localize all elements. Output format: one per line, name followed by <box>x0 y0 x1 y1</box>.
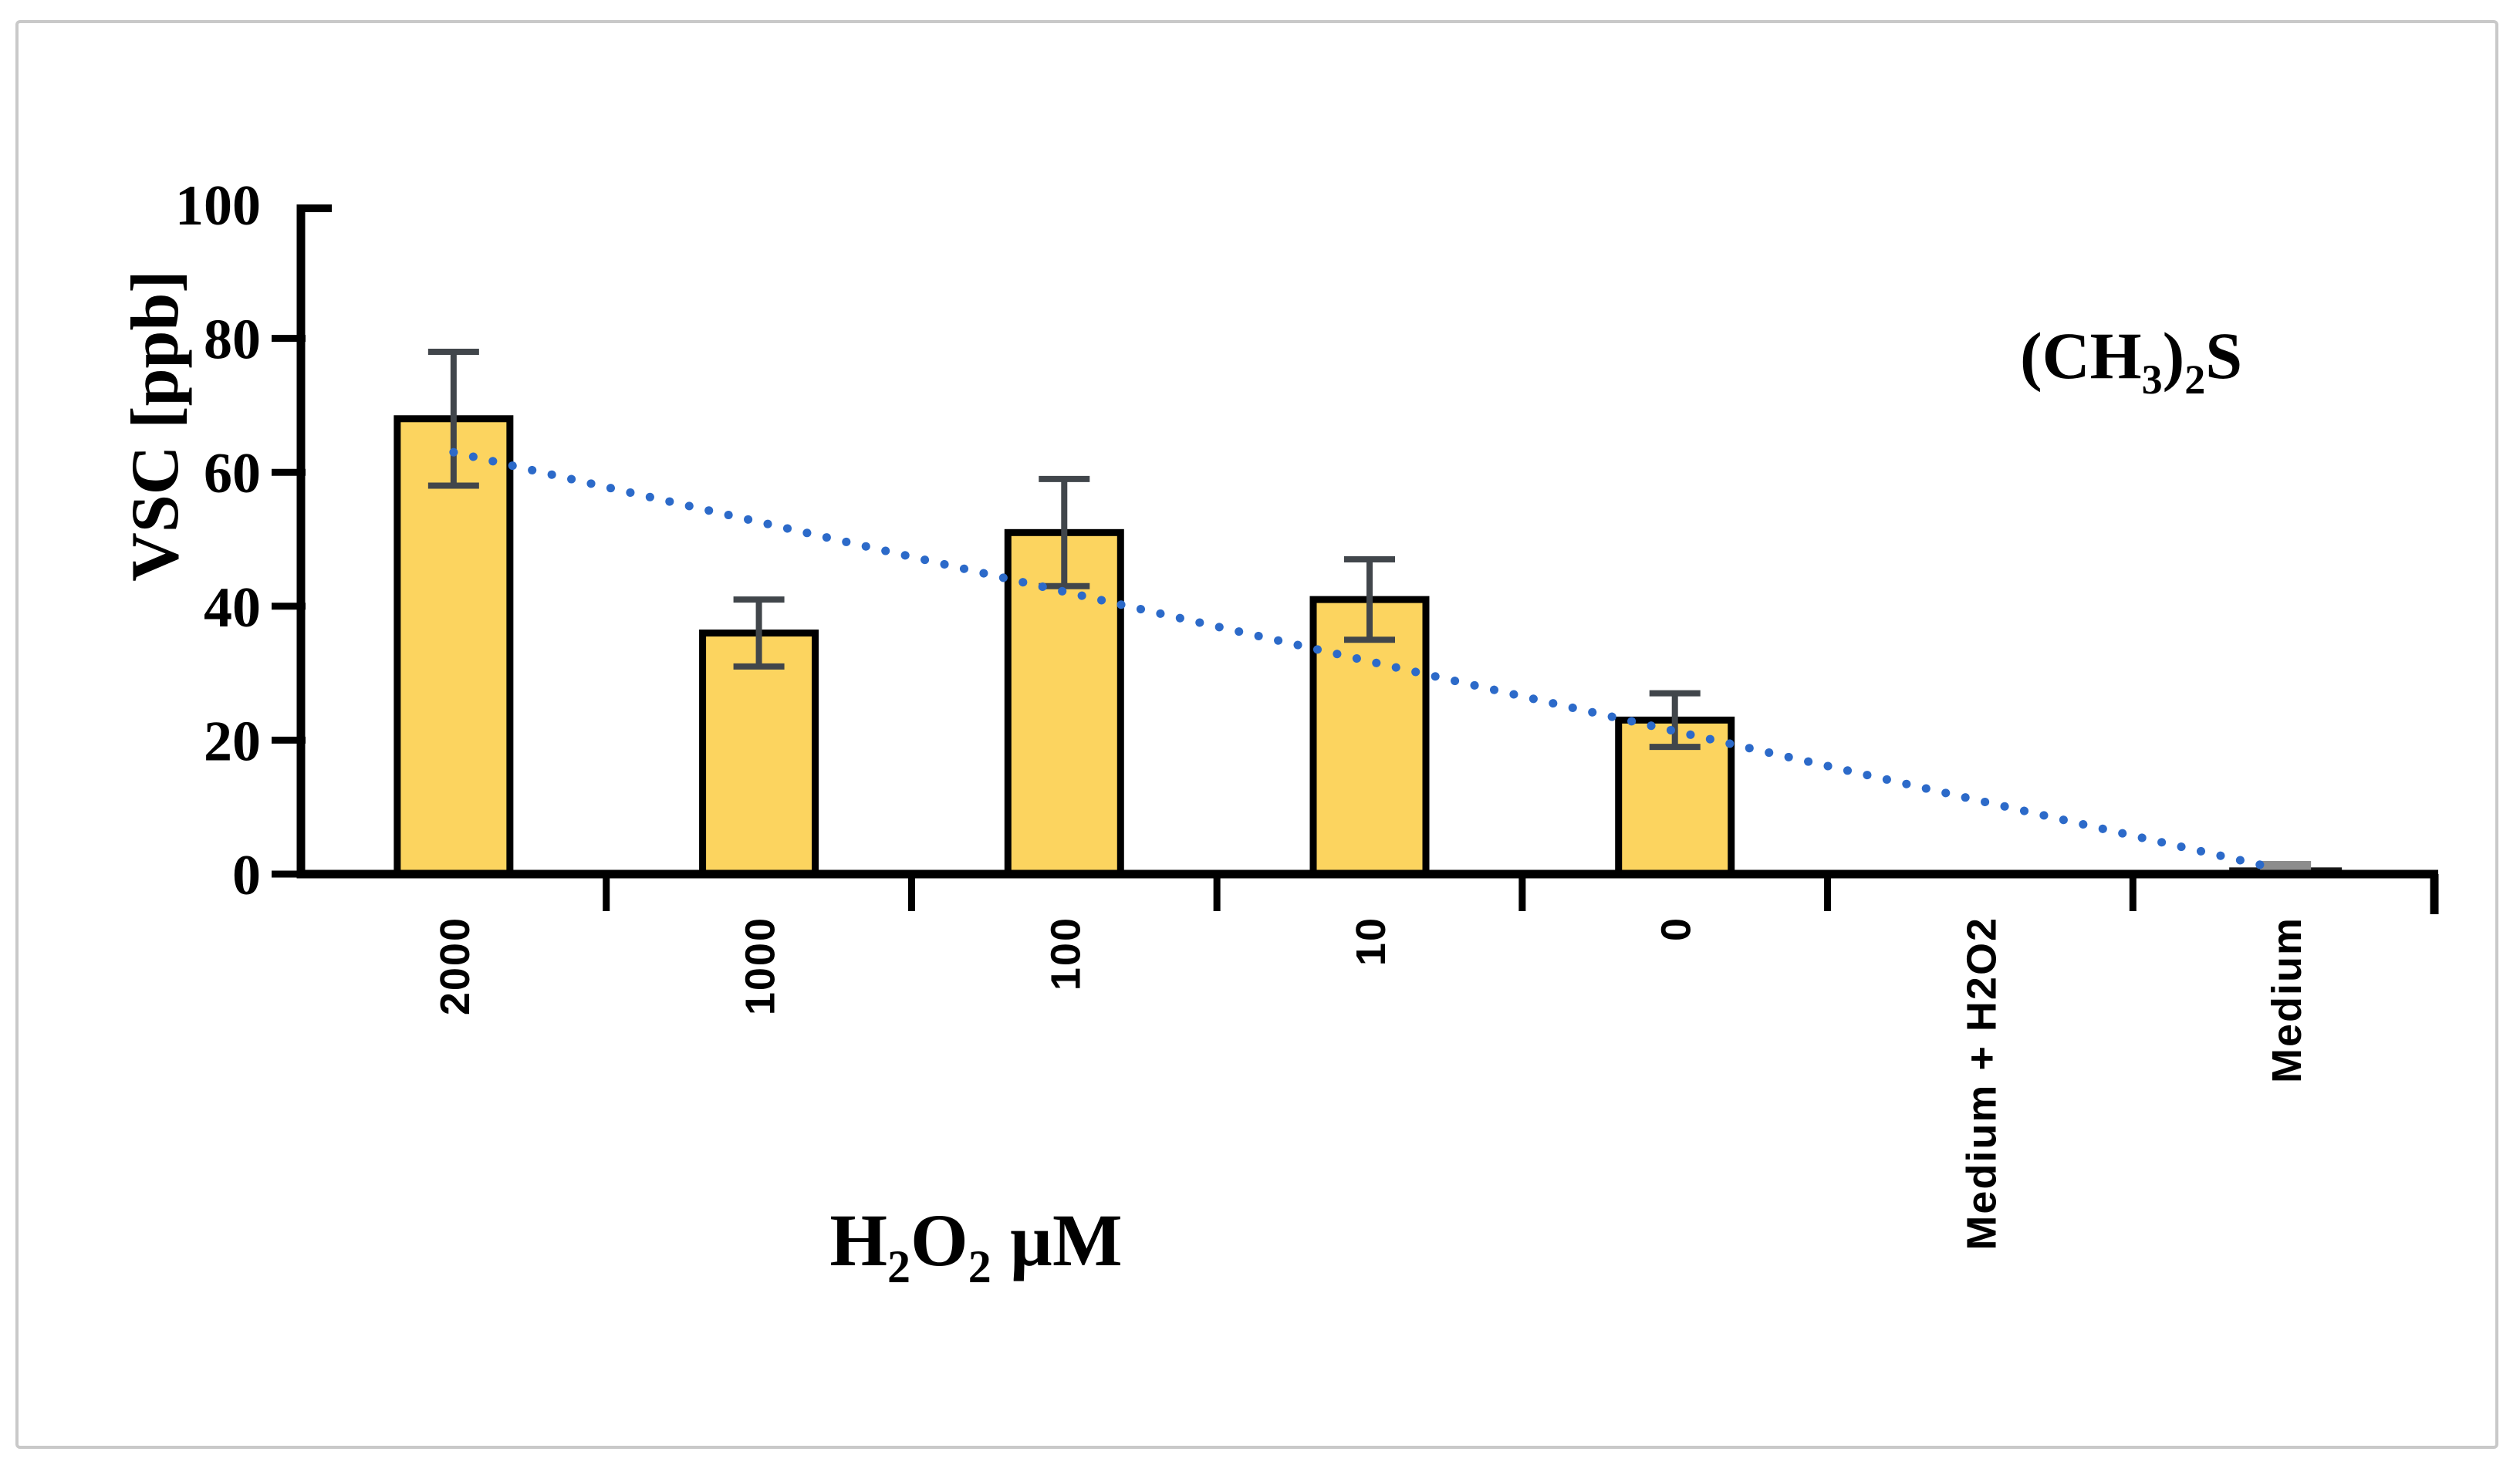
x-axis-title-part: 2 <box>887 1241 910 1292</box>
trendline <box>449 447 2276 872</box>
y-tick-label: 40 <box>204 576 261 640</box>
x-axis-title-part: 2 <box>968 1241 991 1292</box>
category-label: 2000 <box>432 917 478 1015</box>
chemical-annotation-part: ) <box>2163 319 2185 393</box>
y-tick-label: 20 <box>204 710 261 773</box>
y-axis-title: VSC [ppb] <box>118 270 193 581</box>
x-axis-title-part: H <box>829 1199 887 1281</box>
y-tick-label: 100 <box>175 174 261 238</box>
chemical-annotation-part: 3 <box>2142 356 2163 403</box>
category-label: Medium <box>2264 917 2310 1083</box>
y-tick-label: 0 <box>232 844 261 907</box>
chemical-annotation-part: (CH <box>2020 319 2142 393</box>
category-label: Medium + H2O2 <box>1958 917 2005 1251</box>
chemical-annotation-part: 2 <box>2184 356 2205 403</box>
x-axis-title-part: O <box>910 1199 968 1281</box>
x-axis-title: H2O2 µM <box>829 1199 1122 1292</box>
y-tick-label: 60 <box>204 442 261 505</box>
y-tick-label: 80 <box>204 309 261 372</box>
x-axis-title-part: µM <box>991 1199 1123 1281</box>
category-label: 0 <box>1654 917 1700 941</box>
bar <box>1309 596 1430 878</box>
category-label: 1000 <box>738 917 784 1015</box>
category-label: 10 <box>1348 917 1394 966</box>
category-label: 100 <box>1042 917 1089 991</box>
chemical-annotation-part: S <box>2205 319 2242 393</box>
chemical-annotation: (CH3)2S <box>2020 319 2242 403</box>
